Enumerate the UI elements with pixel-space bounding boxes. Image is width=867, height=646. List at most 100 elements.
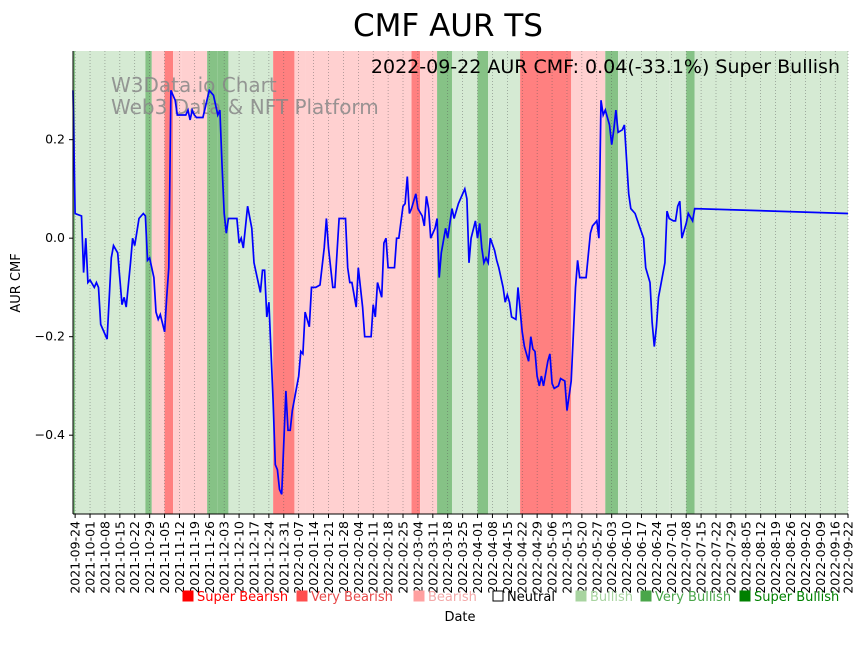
- regime-band-very_bullish: [477, 51, 489, 514]
- regime-band-very_bullish: [73, 51, 76, 514]
- x-tick-label: 2022-09-09: [813, 521, 828, 594]
- x-tick-label: 2022-08-05: [738, 521, 753, 594]
- x-tick-label: 2022-02-18: [381, 521, 396, 594]
- y-axis-label: AUR CMF: [9, 253, 24, 312]
- chart-title: CMF AUR TS: [353, 8, 543, 44]
- chart-headline: 2022-09-22 AUR CMF: 0.04(-33.1%) Super B…: [371, 56, 840, 78]
- legend-label: Very Bearish: [311, 590, 393, 605]
- legend-swatch: [296, 590, 308, 602]
- regime-band-bullish: [228, 51, 274, 514]
- regime-band-bearish: [151, 51, 165, 514]
- legend-label: Bullish: [590, 590, 633, 605]
- x-tick-label: 2022-04-15: [500, 521, 515, 594]
- x-tick-label: 2022-07-22: [708, 521, 723, 594]
- regime-band-bearish: [571, 51, 576, 514]
- x-tick-label: 2022-01-07: [291, 521, 306, 594]
- regime-band-bearish: [420, 51, 438, 514]
- x-tick-label: 2021-12-31: [276, 521, 291, 594]
- vertical-gridlines: [74, 51, 849, 514]
- x-tick-label: 2022-07-29: [723, 521, 738, 594]
- x-tick-label: 2021-11-12: [172, 521, 187, 594]
- legend-label: Neutral: [507, 590, 555, 605]
- x-tick-label: 2022-06-17: [634, 521, 649, 594]
- regime-band-bullish: [694, 51, 848, 514]
- x-axis-label: Date: [444, 610, 475, 625]
- legend-label: Very Bullish: [655, 590, 731, 605]
- x-tick-label: 2022-09-02: [798, 521, 813, 594]
- watermark: W3Data.io Chart Web3 Data & NFT Platform: [111, 73, 379, 119]
- legend-swatch: [492, 590, 504, 602]
- regime-band-very_bearish: [411, 51, 421, 514]
- regime-band-very_bullish: [207, 51, 218, 514]
- legend-swatch: [739, 590, 751, 602]
- regime-band-very_bullish: [145, 51, 152, 514]
- y-tick-label: 0.0: [45, 230, 65, 245]
- x-tick-label: 2021-09-24: [68, 521, 83, 594]
- regime-bands: [73, 51, 848, 514]
- x-tick-label: 2022-06-10: [619, 521, 634, 594]
- cmf-series-line: [72, 88, 849, 495]
- x-tick-label: 2021-10-22: [127, 521, 142, 594]
- legend-label: Bearish: [428, 590, 477, 605]
- x-tick-label: 2021-10-15: [112, 521, 127, 594]
- regime-band-bearish: [173, 51, 182, 514]
- x-tick-label: 2022-03-18: [440, 521, 455, 594]
- x-tick-label: 2022-06-03: [604, 521, 619, 594]
- regime-band-very_bearish: [566, 51, 572, 514]
- x-tick-label: 2022-05-13: [559, 521, 574, 594]
- x-tick-label: 2022-06-24: [649, 521, 664, 594]
- x-tick-label: 2021-10-08: [97, 521, 112, 594]
- y-tick-label: −0.2: [35, 329, 65, 344]
- y-tick-label: 0.2: [45, 132, 65, 147]
- x-tick-label: 2022-08-12: [753, 521, 768, 594]
- regime-band-very_bullish: [686, 51, 695, 514]
- x-tick-label: 2022-04-22: [515, 521, 530, 594]
- x-tick-label: 2022-01-21: [321, 521, 336, 594]
- x-tick-label: 2022-05-20: [574, 521, 589, 594]
- x-tick-label: 2022-04-29: [530, 521, 545, 594]
- regime-band-bearish: [294, 51, 306, 514]
- x-tick-label: 2022-07-08: [679, 521, 694, 594]
- x-tick-label: 2021-10-29: [142, 521, 157, 594]
- x-tick-label: 2021-12-24: [261, 521, 276, 594]
- x-tick-label: 2022-03-11: [425, 521, 440, 594]
- x-tick-label: 2022-09-22: [841, 521, 856, 594]
- x-tick-label: 2022-01-14: [306, 521, 321, 594]
- regime-band-very_bullish: [217, 51, 229, 514]
- regime-band-very_bullish: [437, 51, 452, 514]
- regime-band-bullish: [669, 51, 687, 514]
- regime-band-bullish: [451, 51, 478, 514]
- x-axis-ticks: 2021-09-24 2021-10-01 2021-10-08 2021-10-15…: [68, 514, 856, 594]
- x-tick-label: 2022-04-08: [485, 521, 500, 594]
- watermark-line-1: W3Data.io Chart: [111, 73, 277, 97]
- axes: [72, 51, 848, 515]
- x-tick-label: 2022-02-25: [396, 521, 411, 594]
- regime-band-bullish: [488, 51, 521, 514]
- x-tick-label: 2022-07-01: [664, 521, 679, 594]
- x-tick-label: 2022-03-04: [410, 521, 425, 594]
- x-tick-label: 2021-11-19: [187, 521, 202, 594]
- x-tick-label: 2022-09-16: [828, 521, 843, 594]
- x-tick-label: 2021-11-26: [202, 521, 217, 594]
- x-tick-label: 2022-07-15: [694, 521, 709, 594]
- x-tick-label: 2022-02-11: [366, 521, 381, 594]
- x-tick-label: 2022-04-01: [470, 521, 485, 594]
- regime-band-bearish: [575, 51, 593, 514]
- legend-label: Super Bullish: [754, 590, 839, 605]
- watermark-line-2: Web3 Data & NFT Platform: [111, 95, 379, 119]
- x-tick-label: 2021-12-17: [246, 521, 261, 594]
- x-tick-label: 2022-05-06: [545, 521, 560, 594]
- x-tick-label: 2022-01-28: [336, 521, 351, 594]
- x-tick-label: 2022-08-19: [768, 521, 783, 594]
- regime-band-bearish: [592, 51, 606, 514]
- y-tick-label: −0.4: [35, 427, 65, 442]
- x-tick-label: 2022-02-04: [351, 521, 366, 594]
- x-tick-label: 2021-12-03: [217, 521, 232, 594]
- legend-swatch: [575, 590, 587, 602]
- x-tick-label: 2021-10-01: [83, 521, 98, 594]
- y-axis-ticks: −0.4 −0.2 0.0 0.2: [35, 132, 73, 442]
- legend-label: Super Bearish: [197, 590, 288, 605]
- x-tick-label: 2021-12-10: [232, 521, 247, 594]
- x-tick-label: 2022-03-25: [455, 521, 470, 594]
